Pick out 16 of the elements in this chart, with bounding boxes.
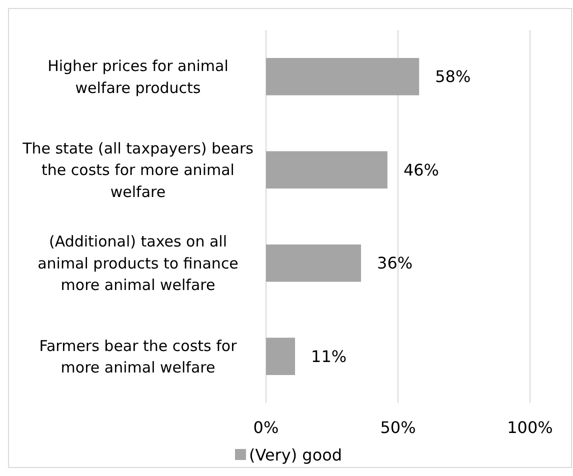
data-label: 11% [311, 346, 347, 366]
y-tick-label: (Additional) taxes on all animal products to finance more animal welfare [38, 232, 238, 294]
x-tick-label: 0% [253, 418, 279, 437]
y-tick-label: Higher prices for animal welfare products [48, 57, 228, 97]
x-tick-label: 50% [380, 418, 416, 437]
bar [266, 151, 388, 189]
y-tick-label: The state (all taxpayers) bears the costs for more animal welfare [22, 139, 254, 201]
legend-label: (Very) good [249, 446, 342, 465]
data-label: 36% [377, 254, 413, 273]
data-label: 46% [403, 160, 440, 180]
bar [266, 58, 420, 96]
data-label: 58% [435, 67, 471, 86]
bar [266, 338, 296, 376]
y-tick-label: Farmers bear the costs for more animal welfare [39, 336, 238, 376]
x-tick-label: 100% [507, 418, 553, 437]
bar [266, 244, 362, 282]
